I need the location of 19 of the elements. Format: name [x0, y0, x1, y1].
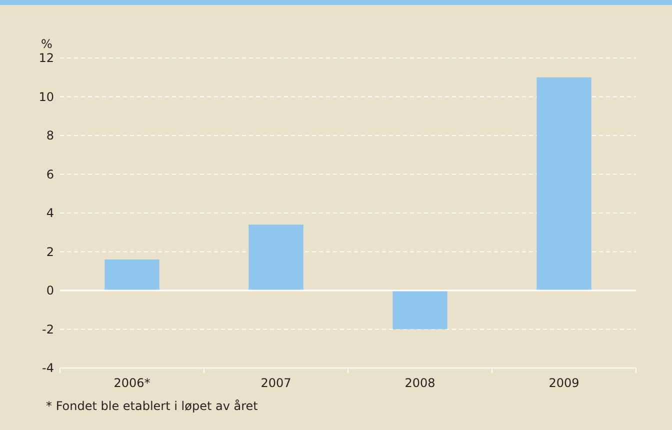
y-tick-label: -2 [42, 322, 54, 336]
y-axis-title: % [41, 37, 52, 51]
y-tick-label: 8 [46, 128, 54, 142]
y-tick-label: 6 [46, 167, 54, 182]
bar [392, 290, 448, 330]
bar [248, 224, 304, 290]
x-tick-label: 2008 [404, 376, 436, 390]
bar [104, 260, 160, 290]
text: * Fondet ble etablert i løpet av året [46, 399, 258, 413]
y-tick-label: 12 [38, 51, 54, 65]
x-tick-label: 2006* [114, 376, 150, 390]
y-tick-label: 2 [46, 244, 54, 259]
y-tick-label: -4 [42, 361, 54, 375]
x-tick-label: 2009 [548, 376, 580, 390]
y-tick-label: 4 [46, 206, 54, 220]
y-tick-label: 10 [38, 90, 54, 104]
bar [536, 77, 592, 290]
y-tick-label: 0 [46, 284, 54, 298]
x-tick-label: 2007 [260, 376, 292, 390]
